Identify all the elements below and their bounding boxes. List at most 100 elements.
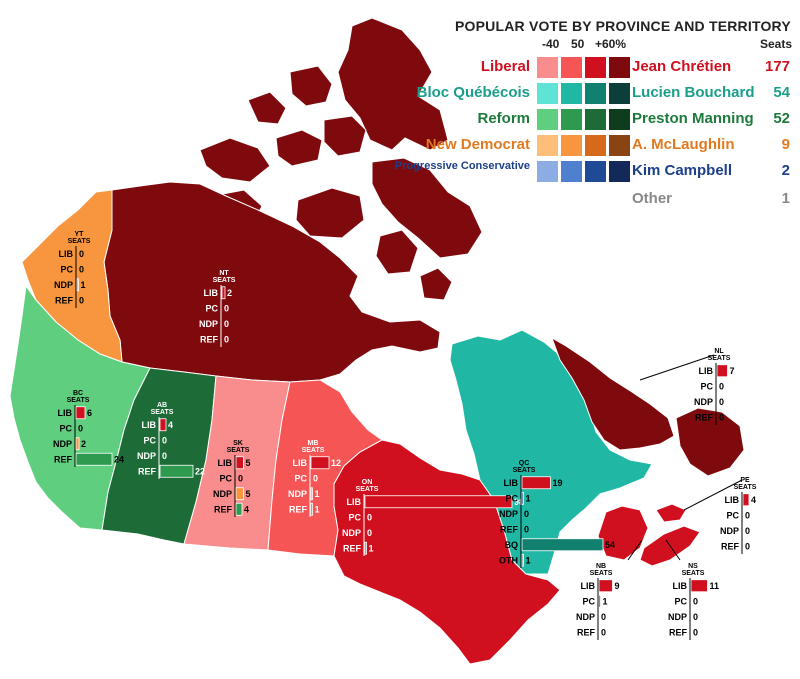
legend-swatch	[561, 83, 582, 104]
party-abbrev: PC	[294, 473, 307, 483]
seat-bar	[310, 502, 313, 516]
seat-bar	[521, 538, 604, 552]
party-abbrev: PC	[700, 381, 713, 391]
legend-swatch	[561, 161, 582, 182]
region-seats-header: SEATS	[590, 570, 613, 577]
party-abbrev: REF	[138, 466, 157, 476]
party-abbrev: NDP	[342, 528, 361, 538]
legend-scale-low: -40	[542, 37, 560, 51]
party-abbrev: REF	[669, 627, 688, 637]
seat-bar	[364, 541, 367, 555]
seat-bar	[521, 476, 551, 490]
seat-bar	[76, 278, 79, 292]
legend-leader-name: A. McLaughlin	[632, 136, 735, 153]
legend-party-name: New Democrat	[425, 136, 530, 153]
seat-bar	[235, 456, 244, 470]
region-shape-nb	[597, 505, 649, 561]
party-abbrev: LIB	[142, 420, 157, 430]
seat-count: 4	[244, 504, 249, 514]
seat-bar	[598, 594, 601, 608]
region-seats-header: SEATS	[227, 447, 250, 454]
seat-count: 0	[693, 596, 698, 606]
region-shape-nl-island	[675, 407, 745, 477]
party-abbrev: REF	[200, 334, 219, 344]
seat-count: 0	[162, 435, 167, 445]
party-abbrev: NDP	[694, 397, 713, 407]
seat-bar	[75, 452, 113, 466]
party-abbrev: PC	[205, 303, 218, 313]
legend-swatch	[585, 83, 606, 104]
party-abbrev: NDP	[288, 489, 307, 499]
seat-bar	[310, 487, 313, 501]
seat-bar	[75, 406, 86, 420]
party-abbrev: REF	[54, 454, 73, 464]
legend-party-name: Progressive Conservative	[394, 160, 530, 172]
legend-title: POPULAR VOTE BY PROVINCE AND TERRITORY	[455, 18, 791, 34]
region-code: NL	[714, 348, 724, 355]
region-code: ON	[362, 479, 373, 486]
legend-seats-header: Seats	[760, 37, 793, 51]
party-abbrev: LIB	[581, 581, 596, 591]
legend-swatch	[609, 57, 630, 78]
seat-bar	[159, 464, 194, 478]
seat-count: 22	[195, 466, 205, 476]
seat-count: 1	[526, 493, 531, 503]
legend-swatch	[585, 109, 606, 130]
region-code: BC	[73, 390, 83, 397]
party-abbrev: REF	[721, 541, 740, 551]
legend-seat-count: 54	[773, 84, 790, 101]
seat-count: 1	[526, 555, 531, 565]
party-abbrev: PC	[726, 510, 739, 520]
legend-swatch	[537, 109, 558, 130]
legend-swatch	[561, 57, 582, 78]
party-abbrev: REF	[500, 524, 519, 534]
seat-bar	[235, 502, 243, 516]
seat-count: 0	[693, 612, 698, 622]
legend-swatch	[537, 83, 558, 104]
region-seats-header: SEATS	[513, 467, 536, 474]
party-abbrev: NDP	[720, 526, 739, 536]
seat-count: 12	[331, 458, 341, 468]
seat-bar	[716, 364, 728, 378]
legend-swatch	[585, 57, 606, 78]
party-abbrev: REF	[289, 504, 308, 514]
region-seats-header: SEATS	[68, 238, 91, 245]
seat-count: 0	[524, 509, 529, 519]
seat-count: 9	[615, 581, 620, 591]
party-abbrev: LIB	[59, 249, 74, 259]
party-abbrev: PC	[143, 435, 156, 445]
party-abbrev: LIB	[204, 288, 219, 298]
seat-count: 6	[87, 408, 92, 418]
legend-swatch	[537, 57, 558, 78]
legend-leader-name: Lucien Bouchard	[632, 84, 755, 101]
region-code: PE	[740, 477, 750, 484]
seat-count: 11	[710, 581, 720, 591]
party-abbrev: REF	[577, 627, 596, 637]
seat-count: 0	[524, 524, 529, 534]
legend-swatch	[609, 135, 630, 156]
seat-count: 0	[719, 412, 724, 422]
seat-count: 0	[601, 612, 606, 622]
seat-count: 54	[605, 540, 615, 550]
party-abbrev: BQ	[505, 540, 519, 550]
seat-count: 1	[81, 280, 86, 290]
party-abbrev: LIB	[58, 408, 73, 418]
seat-bar	[521, 553, 524, 567]
party-abbrev: PC	[674, 596, 687, 606]
legend-seat-count: 52	[773, 110, 790, 127]
party-abbrev: NDP	[499, 509, 518, 519]
legend-swatch	[585, 161, 606, 182]
legend-party-name: Reform	[477, 110, 530, 127]
party-abbrev: NDP	[199, 319, 218, 329]
legend-swatch	[609, 161, 630, 182]
seat-count: 4	[168, 420, 173, 430]
seat-count: 0	[745, 526, 750, 536]
legend-seat-count: 9	[781, 136, 790, 153]
region-code: AB	[157, 402, 167, 409]
seat-bar	[221, 286, 226, 300]
seat-count: 0	[719, 397, 724, 407]
region-code: NS	[688, 563, 698, 570]
seat-count: 0	[78, 423, 83, 433]
region-seats-header: SEATS	[356, 486, 379, 493]
